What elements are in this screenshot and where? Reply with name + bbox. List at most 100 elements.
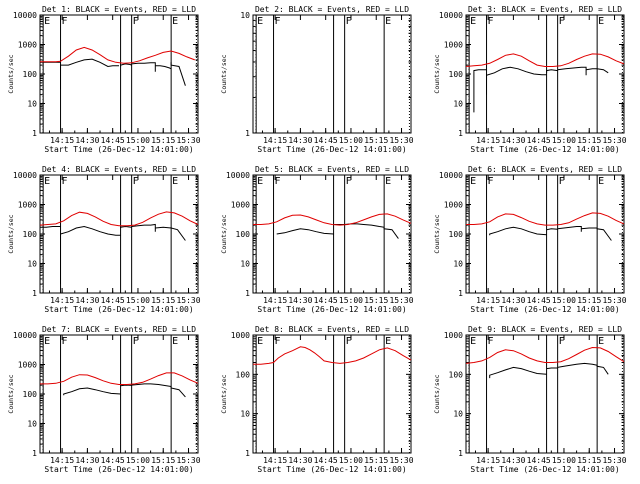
marker-label: E — [44, 176, 50, 187]
x-tick-label: 14:45 — [314, 296, 338, 305]
marker-label: E — [598, 336, 604, 347]
y-tick-label: 1 — [458, 449, 463, 458]
x-tick-label: 14:15 — [50, 296, 74, 305]
lld-series-line — [40, 46, 195, 64]
lld-series-line — [466, 212, 625, 226]
plot-frame — [252, 334, 412, 454]
events-series-line — [120, 225, 132, 228]
x-tick-label: 15:30 — [602, 136, 626, 145]
x-tick-label: 14:30 — [501, 456, 525, 465]
marker-label: E — [172, 176, 178, 187]
y-axis-label: Counts/sec — [220, 214, 228, 253]
events-series-line — [63, 387, 121, 396]
x-tick-label: 15:00 — [126, 456, 150, 465]
lld-series-line — [253, 213, 412, 226]
panel-title: Det 3: BLACK = Events, RED = LLD — [468, 5, 622, 14]
events-series-line — [120, 384, 132, 387]
y-tick-label: 10 — [240, 11, 250, 20]
events-series-line — [120, 63, 132, 67]
x-axis-label: Start Time (26-Dec-12 14:01:00) — [470, 305, 619, 314]
lld-series-line — [465, 346, 625, 364]
events-series-line — [596, 228, 612, 241]
y-tick-label: 1000 — [231, 201, 250, 210]
marker-label: E — [385, 336, 391, 347]
panel-title: Det 8: BLACK = Events, RED = LLD — [255, 325, 409, 334]
events-series-line — [489, 366, 547, 379]
detector-panel-4: Det 4: BLACK = Events, RED = LLD 1 10 100 10… — [7, 165, 201, 314]
x-axis-label: Start Time (26-Dec-12 14:01:00) — [470, 465, 619, 474]
x-tick-label: 14:15 — [50, 456, 74, 465]
x-axis-label: Start Time (26-Dec-12 14:01:00) — [44, 145, 193, 154]
x-tick-label: 15:00 — [552, 296, 576, 305]
marker-label: E — [470, 176, 476, 187]
panel-title: Det 1: BLACK = Events, RED = LLD — [42, 5, 196, 14]
marker-label: E — [385, 176, 391, 187]
x-tick-label: 15:30 — [389, 456, 413, 465]
marker-label: F — [62, 336, 68, 347]
y-tick-label: 1 — [32, 129, 37, 138]
y-tick-label: 1 — [32, 289, 37, 298]
y-tick-label: 10000 — [226, 171, 250, 180]
y-tick-label: 1000 — [444, 201, 463, 210]
x-tick-label: 15:30 — [602, 296, 626, 305]
x-axis-label: Start Time (26-Dec-12 14:01:00) — [257, 465, 406, 474]
x-tick-label: 14:45 — [101, 296, 125, 305]
events-series-line — [276, 228, 334, 235]
x-axis-label: Start Time (26-Dec-12 14:01:00) — [44, 305, 193, 314]
y-tick-label: 100 — [23, 70, 38, 79]
marker-label: F — [346, 176, 352, 187]
x-tick-label: 14:30 — [288, 296, 312, 305]
y-tick-label: 1 — [32, 449, 37, 458]
y-tick-label: 10 — [453, 100, 463, 109]
x-tick-label: 15:00 — [552, 136, 576, 145]
x-tick-label: 15:15 — [577, 456, 601, 465]
y-tick-label: 1000 — [18, 361, 37, 370]
x-tick-label: 14:15 — [263, 136, 287, 145]
x-tick-label: 15:30 — [389, 136, 413, 145]
panel-title: Det 5: BLACK = Events, RED = LLD — [255, 165, 409, 174]
events-series-line — [586, 68, 598, 71]
plot-frame — [252, 14, 412, 134]
x-tick-label: 15:15 — [364, 296, 388, 305]
y-axis-label: Counts/sec — [220, 54, 228, 93]
detector-panel-7: Det 7: BLACK = Events, RED = LLD 1 10 100 10… — [7, 325, 201, 474]
marker-label: F — [62, 176, 68, 187]
marker-label: F — [275, 176, 281, 187]
lld-series-line — [465, 53, 625, 67]
y-tick-label: 10 — [27, 100, 37, 109]
y-tick-label: 100 — [449, 230, 464, 239]
events-series-line — [383, 227, 399, 239]
detector-panel-2: Det 2: BLACK = Events, RED = LLD 1 10 Count… — [220, 5, 414, 154]
y-tick-label: 1000 — [231, 331, 250, 340]
marker-label: F — [488, 336, 494, 347]
x-tick-label: 14:30 — [288, 136, 312, 145]
marker-label: E — [257, 176, 263, 187]
events-series-line — [60, 58, 119, 90]
events-series-line — [131, 223, 156, 232]
lld-series-line — [40, 372, 199, 385]
detector-panel-9: Det 9: BLACK = Events, RED = LLD 1 10 100 10… — [433, 325, 627, 474]
y-tick-label: 10 — [453, 260, 463, 269]
y-axis-label: Counts/sec — [7, 374, 15, 413]
y-tick-label: 10000 — [13, 171, 37, 180]
x-tick-label: 15:30 — [176, 456, 200, 465]
marker-label: F — [559, 16, 565, 27]
y-tick-label: 100 — [23, 390, 38, 399]
y-tick-label: 10 — [453, 410, 463, 419]
y-tick-label: 1000 — [444, 41, 463, 50]
x-tick-label: 14:15 — [476, 456, 500, 465]
events-series-line — [581, 227, 598, 230]
panel-title: Det 9: BLACK = Events, RED = LLD — [468, 325, 622, 334]
x-tick-label: 15:00 — [339, 296, 363, 305]
x-axis-label: Start Time (26-Dec-12 14:01:00) — [257, 145, 406, 154]
events-series-line — [40, 226, 61, 228]
x-axis-label: Start Time (26-Dec-12 14:01:00) — [470, 145, 619, 154]
y-tick-label: 1 — [458, 289, 463, 298]
y-tick-label: 1000 — [18, 41, 37, 50]
panel-title: Det 4: BLACK = Events, RED = LLD — [42, 165, 196, 174]
x-tick-label: 15:00 — [339, 456, 363, 465]
y-tick-label: 10 — [240, 260, 250, 269]
marker-label: F — [275, 16, 281, 27]
